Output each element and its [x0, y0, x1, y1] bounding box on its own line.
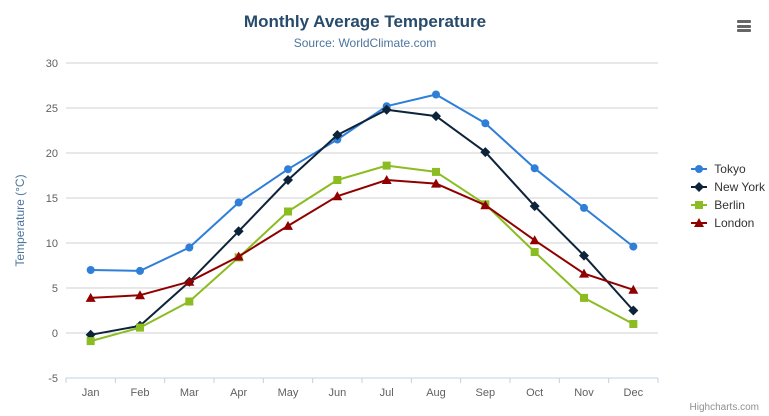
- y-axis-title: Temperature (°C): [13, 174, 27, 266]
- data-point-marker[interactable]: [529, 201, 540, 212]
- data-point-marker[interactable]: [86, 266, 95, 274]
- data-point-marker[interactable]: [629, 242, 638, 251]
- data-point-marker[interactable]: [333, 176, 342, 184]
- data-point-marker[interactable]: [530, 164, 539, 173]
- x-axis-tick-label: Jun: [328, 387, 346, 399]
- legend-item-tokyo[interactable]: Tokyo: [690, 162, 765, 176]
- data-point-marker[interactable]: [283, 220, 293, 230]
- y-axis-tick-label: 30: [46, 58, 58, 70]
- legend-item-new-york[interactable]: New York: [690, 180, 765, 194]
- hamburger-bar: [737, 20, 751, 23]
- data-point-marker[interactable]: [185, 297, 194, 306]
- legend-label: New York: [714, 180, 765, 194]
- legend-label: Berlin: [714, 198, 745, 212]
- data-point-marker[interactable]: [529, 235, 540, 245]
- data-point-marker[interactable]: [184, 276, 195, 286]
- data-point-marker[interactable]: [382, 161, 391, 170]
- hamburger-bar: [737, 24, 751, 28]
- data-point-marker[interactable]: [580, 293, 588, 302]
- legend-marker-diamond-icon: [691, 182, 708, 192]
- data-point-marker[interactable]: [629, 320, 638, 328]
- grid-lines: -5 0 5 10 15 20 25 30: [46, 58, 658, 385]
- data-point-marker[interactable]: [579, 268, 589, 278]
- data-point-marker[interactable]: [284, 165, 292, 174]
- legend-marker-triangle-icon: [691, 218, 708, 227]
- data-point-marker[interactable]: [283, 175, 293, 185]
- data-point-marker[interactable]: [480, 147, 491, 158]
- series-line[interactable]: [89, 93, 635, 272]
- y-axis-tick-label: 15: [46, 193, 58, 205]
- data-point-marker[interactable]: [86, 337, 95, 346]
- x-axis-tick-label: Jul: [380, 387, 394, 399]
- data-point-marker[interactable]: [431, 178, 441, 188]
- legend-item-london[interactable]: London: [690, 216, 765, 230]
- data-point-marker[interactable]: [579, 250, 589, 261]
- x-axis-tick-label: Oct: [526, 387, 543, 399]
- series-new-york: [85, 104, 639, 340]
- data-point-marker[interactable]: [233, 251, 244, 261]
- data-point-marker[interactable]: [284, 207, 292, 216]
- legend-label: London: [714, 216, 755, 230]
- legend-marker-circle-icon: [691, 165, 708, 173]
- data-point-marker[interactable]: [381, 104, 392, 115]
- x-axis-tick-label: Dec: [624, 387, 644, 399]
- data-point-marker[interactable]: [580, 203, 588, 212]
- hamburger-bar: [737, 29, 751, 32]
- y-axis-tick-label: 20: [46, 148, 58, 160]
- series-line[interactable]: [89, 164, 635, 343]
- data-point-marker[interactable]: [480, 200, 491, 210]
- series-line[interactable]: [89, 179, 635, 299]
- data-point-marker[interactable]: [234, 198, 243, 207]
- data-point-marker[interactable]: [136, 266, 144, 275]
- legend: Tokyo New York Berlin London: [690, 162, 765, 230]
- y-axis-tick-label: 0: [52, 328, 58, 340]
- data-point-marker[interactable]: [85, 292, 96, 302]
- data-point-marker[interactable]: [381, 175, 392, 184]
- legend-label: Tokyo: [714, 162, 746, 176]
- data-point-marker[interactable]: [136, 323, 144, 332]
- data-point-marker[interactable]: [628, 305, 639, 316]
- x-axis-tick-label: May: [278, 387, 299, 399]
- x-axis-tick-label: Sep: [476, 387, 496, 399]
- x-axis-tick-label: Nov: [574, 387, 594, 399]
- series-line[interactable]: [89, 108, 635, 336]
- data-point-marker[interactable]: [431, 111, 441, 122]
- y-axis-tick-label: 25: [46, 103, 58, 115]
- x-axis-tick-label: Mar: [180, 387, 199, 399]
- series-tokyo: [86, 90, 638, 275]
- chart-title: Monthly Average Temperature: [243, 12, 487, 31]
- y-axis-tick-label: 10: [46, 238, 58, 250]
- data-point-marker[interactable]: [135, 290, 145, 300]
- x-axis-tick-label: Aug: [426, 387, 446, 399]
- data-point-marker[interactable]: [332, 191, 343, 201]
- data-point-marker[interactable]: [628, 284, 639, 294]
- data-point-marker[interactable]: [481, 119, 490, 128]
- x-axis-tick-label: Jan: [82, 387, 100, 399]
- data-point-marker[interactable]: [432, 90, 440, 99]
- chart-subtitle: Source: WorldClimate.com: [293, 36, 437, 50]
- hamburger-icon[interactable]: [735, 18, 755, 34]
- y-axis-tick-label: -5: [48, 373, 58, 385]
- credits-link[interactable]: Highcharts.com: [689, 402, 759, 413]
- x-axis-tick-label: Apr: [230, 387, 247, 399]
- legend-marker-square-icon: [691, 201, 708, 209]
- legend-item-berlin[interactable]: Berlin: [690, 198, 765, 212]
- data-point-marker[interactable]: [185, 243, 194, 252]
- data-point-marker[interactable]: [432, 167, 440, 176]
- data-point-marker[interactable]: [233, 226, 244, 237]
- x-axis-tick-label: Feb: [131, 387, 150, 399]
- data-point-marker[interactable]: [332, 130, 343, 140]
- y-axis-tick-label: 5: [52, 283, 58, 295]
- data-point-marker[interactable]: [530, 248, 539, 256]
- series-london: [85, 175, 639, 302]
